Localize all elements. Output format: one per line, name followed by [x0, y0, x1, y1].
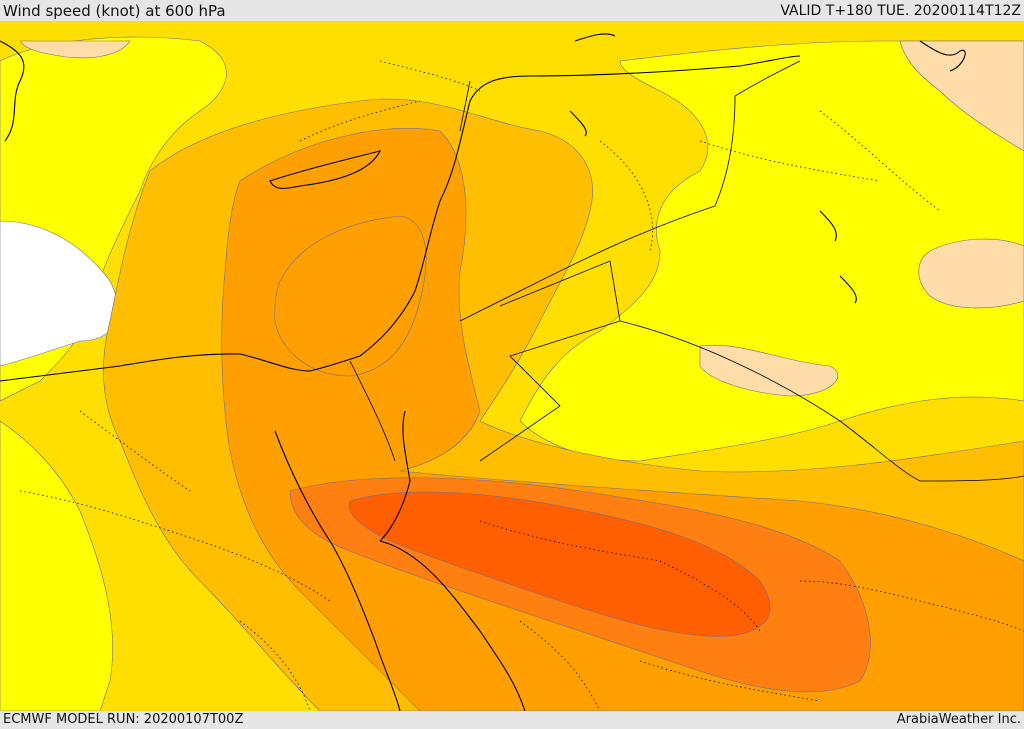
contour-band-light-east [918, 238, 1024, 309]
admin-boundaries [19, 60, 1024, 711]
contour-band-light-ne [899, 40, 1024, 152]
contour-band-yellow-southwest [0, 420, 113, 711]
map-title: Wind speed (knot) at 600 hPa [3, 2, 226, 20]
contour-band-orange-levant [274, 215, 427, 377]
wind-speed-map [0, 21, 1024, 711]
country-borders [349, 60, 1024, 482]
contour-band-light-nw [19, 40, 131, 59]
map-canvas [0, 21, 1024, 711]
contour-band-light-centre [699, 344, 839, 397]
credit-label: ArabiaWeather Inc. [896, 712, 1021, 727]
model-run-label: ECMWF MODEL RUN: 20200107T00Z [3, 712, 244, 727]
header-bar: Wind speed (knot) at 600 hPa VALID T+180… [0, 0, 1024, 21]
footer-bar: ECMWF MODEL RUN: 20200107T00Z ArabiaWeat… [0, 711, 1024, 729]
coastlines [0, 33, 966, 711]
valid-time: VALID T+180 TUE. 20200114T12Z [780, 3, 1021, 19]
contour-band-red-orange [348, 491, 771, 637]
